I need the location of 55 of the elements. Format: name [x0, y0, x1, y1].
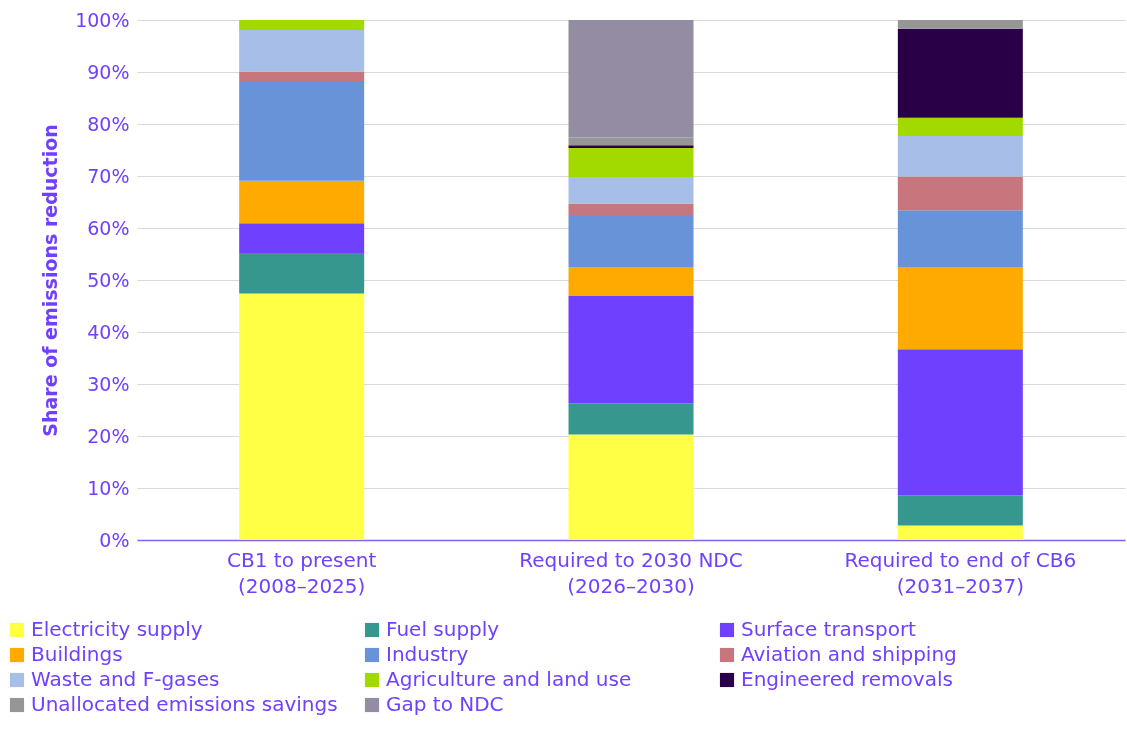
y-tick-label: 50%: [87, 268, 130, 291]
bar: [897, 210, 1023, 267]
bar: [897, 20, 1023, 29]
legend-label: Electricity supply: [31, 617, 203, 641]
legend-label: Fuel supply: [386, 617, 500, 641]
y-tick-label: 30%: [87, 372, 130, 395]
bar: [239, 81, 365, 181]
bar: [897, 267, 1023, 350]
bar: [568, 267, 694, 297]
y-tick-label: 20%: [87, 424, 130, 447]
legend-label: Aviation and shipping: [741, 642, 957, 666]
x-tick-label: CB1 to present (2008–2025): [227, 547, 377, 598]
legend-label: Unallocated emissions savings: [31, 692, 338, 716]
bar: [239, 29, 365, 72]
legend-label: Engineered removals: [741, 667, 953, 691]
bar: [568, 203, 694, 215]
y-axis-title: Share of emissions reduction: [39, 124, 62, 437]
legend-label: Surface transport: [741, 617, 917, 641]
bar: [568, 403, 694, 435]
bar: [897, 135, 1023, 177]
legend-label: Industry: [386, 642, 469, 666]
bar: [897, 28, 1023, 118]
bar: [568, 215, 694, 267]
bar: [568, 147, 694, 178]
x-tick-label: Required to 2030 NDC (2026–2030): [519, 547, 743, 598]
bar: [239, 180, 365, 224]
y-tick-label: 100%: [75, 8, 130, 31]
x-tick-label: Required to end of CB6 (2031–2037): [844, 547, 1077, 598]
bar: [568, 20, 694, 138]
bar: [568, 434, 694, 540]
legend-label: Waste and F-gases: [31, 667, 220, 691]
bar: [239, 252, 365, 294]
bar: [239, 71, 365, 82]
bar: [568, 296, 694, 404]
bar: [568, 177, 694, 204]
y-tick-label: 60%: [87, 216, 130, 239]
bar: [897, 176, 1023, 211]
bar: [897, 525, 1023, 540]
legend-label: Gap to NDC: [386, 692, 504, 716]
bar: [568, 137, 694, 146]
y-tick-label: 10%: [87, 476, 130, 499]
y-tick-label: 70%: [87, 164, 130, 187]
legend-label: Agriculture and land use: [386, 667, 632, 691]
bar: [897, 117, 1023, 136]
legend-label: Buildings: [31, 642, 123, 666]
bar: [897, 495, 1023, 526]
bar: [239, 20, 365, 30]
y-tick-label: 80%: [87, 112, 130, 135]
bar: [239, 223, 365, 253]
bar: [568, 145, 694, 148]
y-tick-label: 0%: [99, 528, 130, 551]
y-tick-label: 90%: [87, 60, 130, 83]
y-tick-label: 40%: [87, 320, 130, 343]
bar: [897, 349, 1023, 496]
bar: [239, 293, 365, 540]
